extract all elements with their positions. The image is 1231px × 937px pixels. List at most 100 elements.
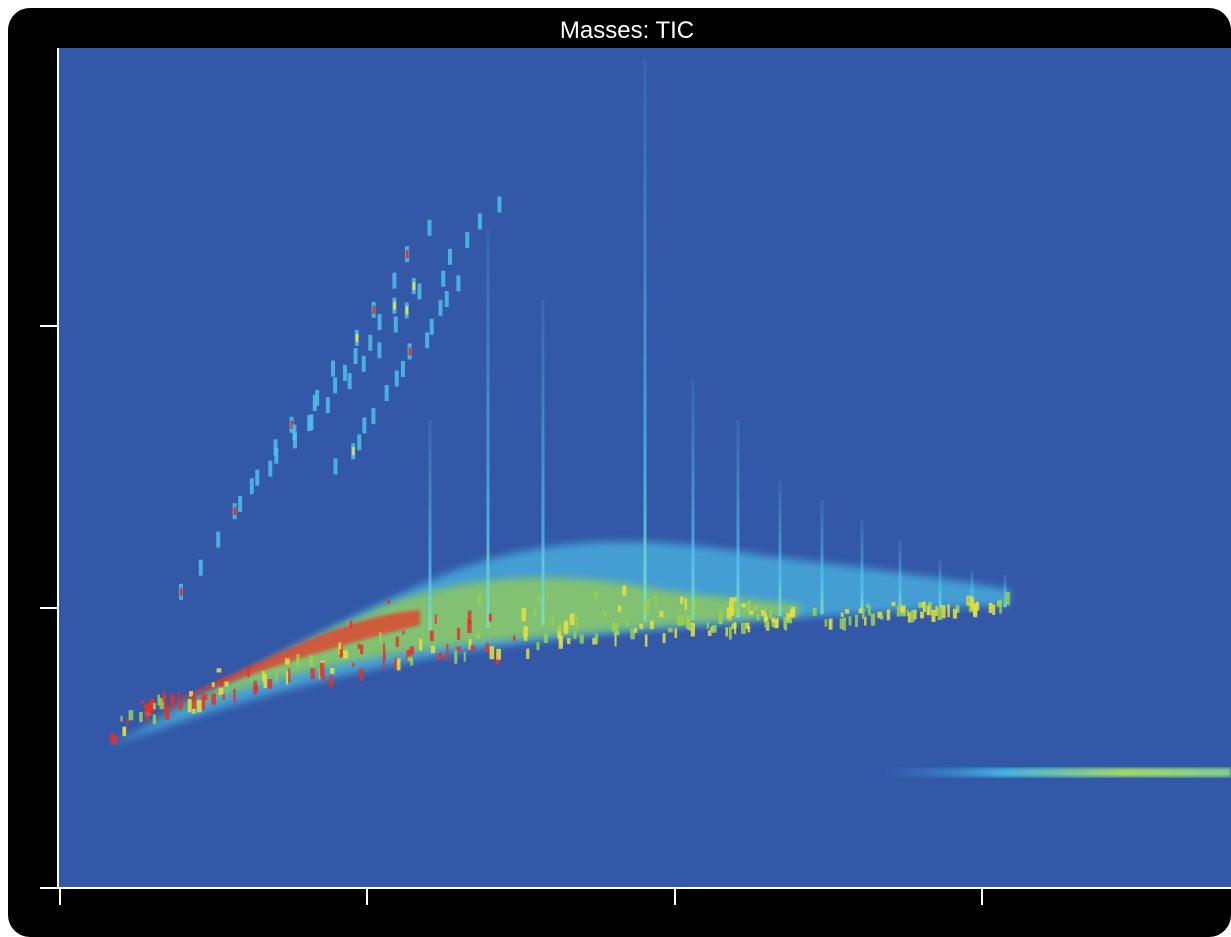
hot-spot (233, 507, 237, 516)
peak-spot (263, 674, 267, 689)
peak-spot (288, 678, 291, 683)
peak-spot (149, 699, 155, 712)
hot-spot (355, 333, 359, 342)
cyan-spot (368, 334, 373, 351)
peak-spot (786, 613, 791, 623)
peak-spot (999, 600, 1002, 614)
hot-spot (408, 347, 412, 356)
cyan-spot (249, 478, 254, 495)
peak-spot (247, 667, 250, 678)
peak-spot (112, 735, 118, 745)
peak-spot (602, 611, 608, 617)
peak-spot (756, 612, 760, 621)
peak-spot (886, 609, 891, 621)
cyan-spot (238, 495, 243, 512)
cyan-spot (293, 432, 298, 449)
peak-spot (330, 667, 335, 674)
peak-spot (488, 613, 492, 622)
peak-spot (211, 682, 215, 688)
cyan-spot (333, 458, 338, 475)
peak-spot (496, 648, 501, 660)
peak-spot (668, 627, 673, 633)
hot-spot (179, 587, 183, 596)
peak-spot (470, 645, 475, 651)
peak-spot (828, 618, 833, 630)
cyan-spot (477, 213, 482, 230)
peak-spot (726, 607, 732, 619)
peak-spot (339, 649, 343, 657)
cyan-spot (377, 342, 382, 359)
peak-spot (163, 695, 167, 702)
peak-spot (523, 632, 528, 641)
peak-spot (845, 609, 850, 614)
peak-spot (122, 726, 127, 737)
peak-spot (145, 709, 149, 718)
peak-spot (296, 653, 300, 667)
peak-spot (419, 638, 423, 651)
peak-spot (931, 609, 936, 623)
cyan-spot (393, 316, 398, 333)
peak-spot (906, 609, 909, 617)
peak-spot (253, 685, 259, 693)
peak-spot (557, 623, 562, 632)
peak-spot (773, 619, 779, 629)
peak-spot (567, 638, 571, 645)
peak-spot (870, 613, 876, 626)
cyan-spot (315, 389, 320, 406)
peak-spot (745, 622, 750, 629)
peak-spot (711, 625, 717, 633)
peak-spot (662, 633, 666, 644)
peak-spot (233, 689, 236, 703)
vertical-streak (486, 230, 490, 628)
cyan-spot (307, 415, 312, 432)
peak-spot (170, 694, 175, 699)
peak-spot (351, 662, 355, 668)
peak-spot (594, 591, 599, 599)
cyan-spot (447, 248, 452, 265)
peak-spot (729, 608, 735, 616)
hot-spot (406, 250, 409, 259)
peak-spot (456, 627, 461, 640)
peak-spot (839, 618, 844, 629)
peak-spot (926, 605, 930, 616)
peak-spot (693, 599, 697, 611)
peak-spot (409, 646, 415, 656)
peak-spot (267, 679, 273, 690)
vertical-streak (1003, 575, 1007, 607)
cyan-spot (425, 332, 430, 349)
peak-spot (594, 633, 599, 644)
peak-spot (468, 639, 472, 650)
peak-spot (396, 658, 401, 671)
peak-spot (749, 610, 754, 615)
peak-spot (319, 662, 325, 677)
peak-spot (654, 595, 658, 607)
peak-spot (575, 616, 579, 629)
peak-spot (928, 602, 933, 616)
peak-spot (383, 650, 386, 661)
peak-spot (617, 605, 622, 612)
peak-spot (877, 611, 883, 619)
peak-spot (224, 681, 229, 687)
cyan-spot (347, 373, 352, 390)
peak-spot (557, 628, 562, 639)
peak-spot (467, 619, 472, 634)
peak-spot (386, 599, 391, 605)
peak-spot (790, 606, 796, 618)
hot-spot (405, 306, 409, 315)
peak-spot (536, 642, 540, 651)
cyan-spot (216, 531, 221, 548)
cyan-spot (371, 408, 376, 425)
peak-spot (988, 602, 993, 614)
peak-spot (725, 627, 728, 637)
peak-spot (463, 651, 466, 662)
peak-spot (976, 602, 980, 611)
peak-spot (189, 690, 194, 697)
hot-spot (412, 282, 416, 291)
cyan-spot (312, 394, 317, 411)
vertical-streak (860, 520, 864, 613)
cyan-spot (394, 370, 399, 387)
peak-spot (429, 630, 434, 642)
peak-spot (769, 609, 772, 619)
hot-spot (393, 301, 396, 310)
cyan-spot (353, 348, 358, 365)
